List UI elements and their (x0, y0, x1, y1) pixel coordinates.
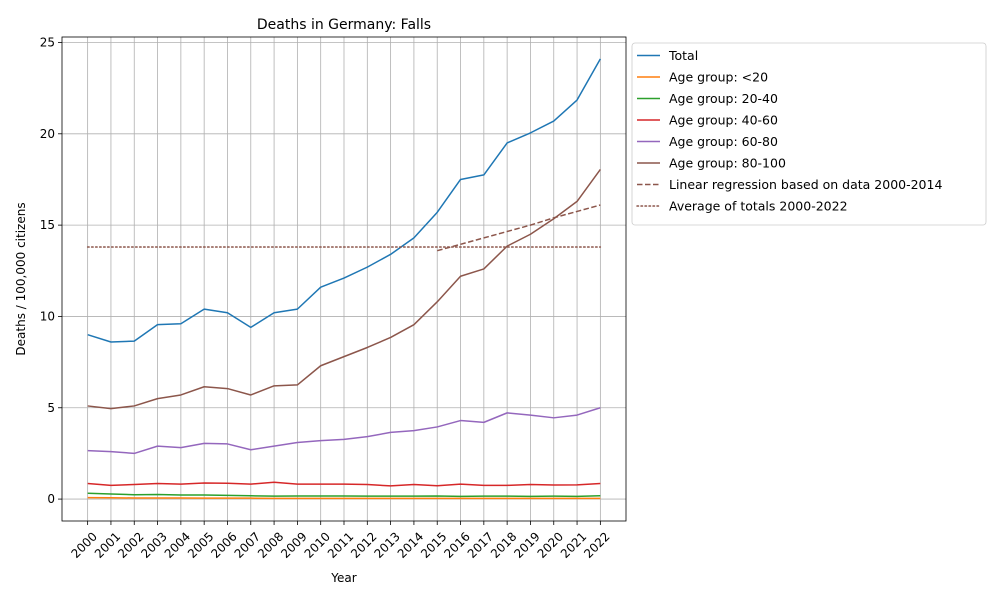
series-line-6 (437, 204, 601, 252)
series-line-5 (87, 168, 601, 410)
legend: Total Age group: <20 Age group: 20-40 Age g… (631, 42, 987, 226)
series-line-0 (87, 58, 602, 343)
y-axis-label: Deaths / 100,000 citizens (14, 202, 28, 355)
legend-label-2: Age group: 20-40 (669, 91, 778, 106)
legend-frame (631, 42, 987, 226)
series-line-1 (87, 496, 601, 500)
plot-area (61, 36, 627, 522)
y-tick-label: 25 (40, 35, 55, 49)
legend-label-5: Age group: 80-100 (669, 156, 786, 171)
legend-label-3: Age group: 40-60 (669, 113, 778, 128)
series-layer (86, 58, 602, 500)
y-tick-label: 5 (47, 401, 55, 415)
legend-label-4: Age group: 60-80 (669, 134, 778, 149)
legend-label-1: Age group: <20 (669, 70, 768, 85)
series-line-4 (87, 407, 601, 455)
series-line-3 (87, 481, 601, 487)
legend-label-6: Linear regression based on data 2000-201… (669, 177, 942, 192)
y-tick-label: 20 (40, 127, 55, 141)
legend-label-7: Average of totals 2000-2022 (669, 199, 848, 214)
x-axis-label: Year (330, 571, 356, 585)
y-tick-label: 15 (40, 218, 55, 232)
y-tick-label: 0 (47, 492, 55, 506)
legend-label-0: Total (668, 48, 698, 63)
y-axis: 0 5 10 15 20 25 (40, 35, 62, 506)
series-line-2 (87, 492, 601, 498)
grid (62, 37, 626, 521)
chart-title: Deaths in Germany: Falls (257, 17, 431, 33)
y-tick-label: 10 (40, 309, 55, 323)
